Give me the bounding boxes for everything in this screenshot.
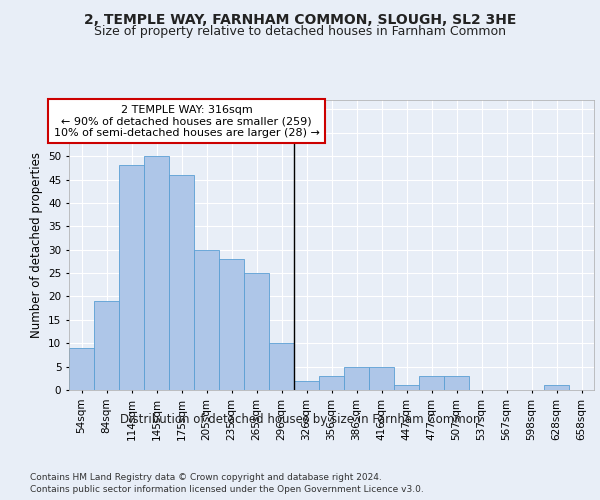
Bar — [544, 386, 569, 390]
Text: Size of property relative to detached houses in Farnham Common: Size of property relative to detached ho… — [94, 25, 506, 38]
Bar — [194, 250, 219, 390]
Bar — [369, 366, 394, 390]
Text: 2 TEMPLE WAY: 316sqm
← 90% of detached houses are smaller (259)
10% of semi-deta: 2 TEMPLE WAY: 316sqm ← 90% of detached h… — [53, 104, 319, 138]
Bar — [69, 348, 94, 390]
Text: Contains HM Land Registry data © Crown copyright and database right 2024.: Contains HM Land Registry data © Crown c… — [30, 472, 382, 482]
Text: Contains public sector information licensed under the Open Government Licence v3: Contains public sector information licen… — [30, 485, 424, 494]
Bar — [294, 380, 319, 390]
Bar — [169, 175, 194, 390]
Bar — [119, 166, 144, 390]
Bar — [419, 376, 444, 390]
Bar — [144, 156, 169, 390]
Text: 2, TEMPLE WAY, FARNHAM COMMON, SLOUGH, SL2 3HE: 2, TEMPLE WAY, FARNHAM COMMON, SLOUGH, S… — [84, 12, 516, 26]
Bar — [444, 376, 469, 390]
Bar — [244, 273, 269, 390]
Bar — [269, 343, 294, 390]
Text: Distribution of detached houses by size in Farnham Common: Distribution of detached houses by size … — [120, 412, 480, 426]
Y-axis label: Number of detached properties: Number of detached properties — [29, 152, 43, 338]
Bar — [344, 366, 369, 390]
Bar — [219, 259, 244, 390]
Bar — [94, 301, 119, 390]
Bar — [394, 386, 419, 390]
Bar — [319, 376, 344, 390]
